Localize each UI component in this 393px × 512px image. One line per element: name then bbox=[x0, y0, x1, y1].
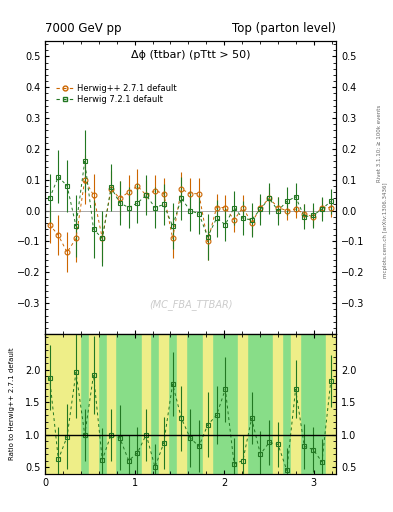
Y-axis label: Ratio to Herwig++ 2.7.1 default: Ratio to Herwig++ 2.7.1 default bbox=[9, 348, 15, 460]
Text: Top (parton level): Top (parton level) bbox=[232, 22, 336, 35]
Text: (MC_FBA_TTBAR): (MC_FBA_TTBAR) bbox=[149, 300, 232, 310]
Bar bbox=[54, 334, 63, 474]
Bar bbox=[63, 334, 72, 474]
Bar bbox=[45, 334, 54, 474]
Bar bbox=[159, 334, 168, 474]
Text: mcplots.cern.ch [arXiv:1306.3436]: mcplots.cern.ch [arXiv:1306.3436] bbox=[384, 183, 388, 278]
Text: Δϕ (t̄tbar) (pTtt > 50): Δϕ (t̄tbar) (pTtt > 50) bbox=[131, 50, 250, 60]
Bar bbox=[291, 334, 299, 474]
Bar bbox=[141, 334, 151, 474]
Bar bbox=[273, 334, 282, 474]
Bar bbox=[107, 334, 116, 474]
Bar bbox=[238, 334, 247, 474]
Bar bbox=[177, 334, 185, 474]
Text: 7000 GeV pp: 7000 GeV pp bbox=[45, 22, 122, 35]
Bar bbox=[89, 334, 98, 474]
Legend: Herwig++ 2.7.1 default, Herwig 7.2.1 default: Herwig++ 2.7.1 default, Herwig 7.2.1 def… bbox=[52, 80, 180, 107]
Bar bbox=[326, 334, 336, 474]
Bar bbox=[203, 334, 212, 474]
Bar bbox=[72, 334, 80, 474]
Text: Rivet 3.1.10; ≥ 100k events: Rivet 3.1.10; ≥ 100k events bbox=[377, 105, 382, 182]
